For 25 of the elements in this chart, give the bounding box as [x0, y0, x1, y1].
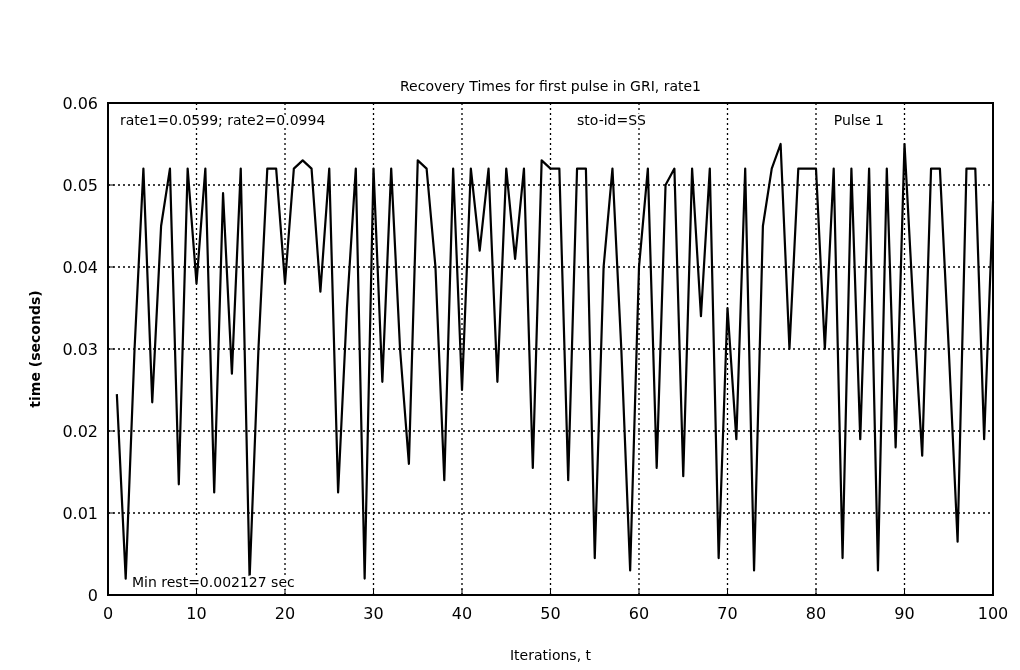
- x-tick-label: 100: [977, 604, 1009, 623]
- y-tick-label: 0.03: [62, 340, 98, 359]
- x-tick-label: 60: [628, 604, 650, 623]
- annotation: rate1=0.0599; rate2=0.0994: [120, 112, 326, 128]
- annotation: sto-id=SS: [577, 112, 647, 128]
- chart-title: Recovery Times for first pulse in GRI, rate1: [399, 78, 702, 94]
- x-tick-label: 30: [363, 604, 384, 623]
- x-tick-label: 20: [274, 604, 296, 623]
- y-tick-label: 0.05: [62, 176, 98, 195]
- x-tick-label: 40: [451, 604, 473, 623]
- y-tick-label: 0.02: [62, 422, 98, 441]
- x-tick-label: 80: [805, 604, 827, 623]
- y-axis-title: time (seconds): [27, 290, 43, 408]
- x-tick-label: 0: [102, 604, 114, 623]
- y-tick-label: 0.04: [62, 258, 98, 277]
- x-tick-label: 10: [186, 604, 207, 623]
- x-tick-label: 50: [540, 604, 561, 623]
- x-tick-label: 90: [894, 604, 915, 623]
- annotation: Pulse 1: [833, 112, 884, 128]
- x-tick-label: 70: [717, 604, 738, 623]
- annotation: Min rest=0.002127 sec: [132, 574, 295, 590]
- y-tick-label: 0: [87, 586, 98, 605]
- x-axis-title: Iterations, t: [509, 647, 592, 663]
- y-tick-label: 0.01: [62, 504, 98, 523]
- y-tick-label: 0.06: [62, 94, 98, 113]
